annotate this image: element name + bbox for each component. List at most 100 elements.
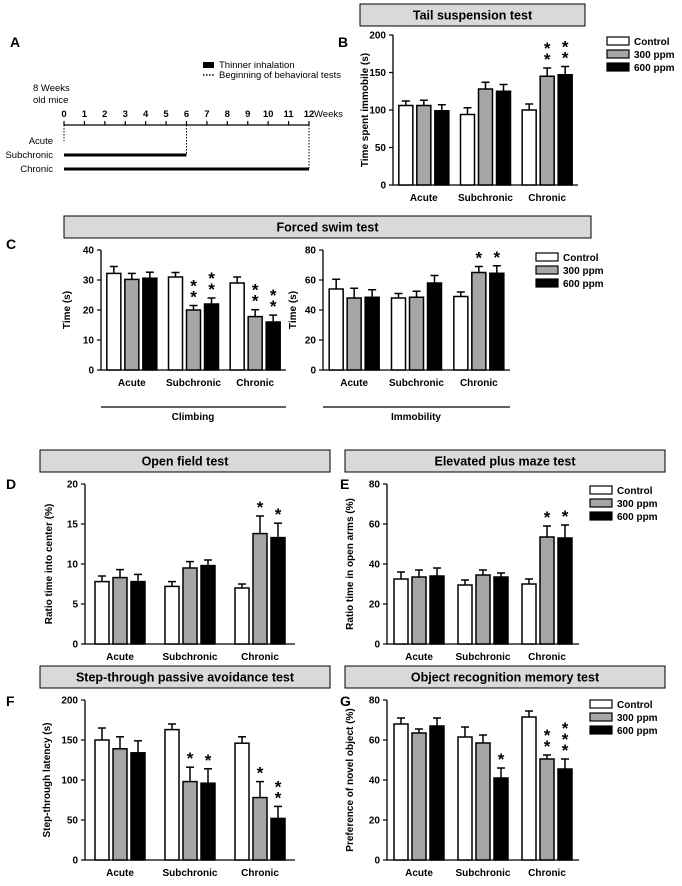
y-axis-label-D: Ratio time into center (%)	[44, 504, 55, 625]
bar-C2-Subchronic-Control	[390, 297, 407, 371]
y-axis-label-C2: Time (s)	[288, 291, 299, 329]
bar-E-Acute-300ppm	[411, 576, 427, 645]
panel-label-F: F	[6, 693, 15, 709]
x-tick-label-G-Acute: Acute	[405, 868, 433, 879]
x-tick-label-D-Subchronic: Subchronic	[162, 652, 217, 663]
bar-E-Acute-600ppm	[429, 575, 445, 645]
y-tick-label-G-40: 40	[369, 776, 381, 787]
significance-star-C1-1-2: *	[208, 280, 215, 299]
bar-F-Subchronic-300ppm	[182, 780, 198, 861]
bar-E-Subchronic-600ppm	[493, 576, 509, 645]
bar-C1-Chronic-600ppm	[265, 321, 281, 371]
panel-label-A: A	[10, 34, 20, 50]
y-tick-label-D-20: 20	[67, 480, 79, 491]
bar-C1-Acute-Control	[106, 272, 122, 371]
timeline-tick-label-3: 3	[123, 109, 128, 120]
bar-C2-Subchronic-300ppm	[408, 296, 425, 371]
significance-star-F-2-2: *	[275, 777, 282, 796]
timeline-legend-inhalation: Thinner inhalation	[219, 60, 295, 71]
timeline-tick-label-2: 2	[102, 109, 107, 120]
legend-E-label-2: 600 ppm	[617, 512, 658, 523]
significance-star-C1-2-1: *	[252, 281, 259, 300]
y-tick-label-D-0: 0	[72, 640, 78, 651]
y-axis-label-G: Preference of novel object (%)	[345, 708, 356, 851]
y-tick-label-G-0: 0	[374, 856, 380, 867]
bar-C2-Chronic-600ppm	[489, 272, 505, 371]
timeline-legend-behavior: Beginning of behavioral tests	[219, 70, 341, 81]
y-tick-label-C1-10: 10	[83, 336, 95, 347]
title-D: Open field test	[142, 455, 230, 469]
bar-E-Subchronic-Control	[457, 584, 473, 645]
bar-G-Acute-Control	[393, 723, 409, 861]
title-C-box	[63, 215, 592, 239]
bar-C1-Acute-600ppm	[142, 277, 158, 371]
x-tick-label-D-Acute: Acute	[106, 652, 134, 663]
legend-C-swatch-2	[535, 278, 559, 288]
bar-C2-Acute-300ppm	[346, 297, 362, 371]
y-tick-label-F-0: 0	[72, 856, 78, 867]
bar-C1-Subchronic-300ppm	[185, 309, 202, 371]
significance-star-G-2-1: *	[544, 737, 551, 756]
bar-D-Subchronic-Control	[164, 585, 180, 645]
timeline-unit: Weeks	[314, 109, 343, 120]
bar-D-Acute-600ppm	[130, 580, 146, 645]
bar-E-Chronic-600ppm	[557, 537, 573, 645]
timeline-tick-label-1: 1	[82, 109, 88, 120]
title-E-box	[344, 449, 666, 473]
legend-B-swatch-0	[606, 36, 630, 46]
y-tick-label-E-20: 20	[369, 600, 381, 611]
legend-B-swatch-2	[606, 62, 630, 72]
timeline-tick-label-6: 6	[184, 109, 189, 120]
bar-F-Acute-300ppm	[112, 748, 128, 861]
y-tick-label-C1-0: 0	[88, 366, 94, 377]
significance-star-B-2-1: *	[544, 50, 551, 69]
y-tick-label-E-40: 40	[369, 560, 381, 571]
bar-G-Chronic-600ppm	[557, 768, 573, 861]
significance-star-F-2-2: *	[275, 788, 282, 807]
significance-star-F-1-1: *	[187, 749, 194, 768]
significance-star-F-2-1: *	[257, 764, 264, 783]
x-tick-label-E-Subchronic: Subchronic	[455, 652, 510, 663]
bar-D-Subchronic-300ppm	[182, 567, 198, 645]
bar-B-Subchronic-600ppm	[495, 90, 512, 186]
bar-E-Chronic-Control	[521, 583, 537, 645]
y-tick-label-C2-40: 40	[305, 306, 317, 317]
panel-label-C: C	[6, 236, 16, 252]
bar-G-Acute-600ppm	[429, 725, 445, 861]
significance-star-C1-2-2: *	[270, 297, 277, 316]
group-label-C1: Climbing	[172, 412, 215, 423]
y-tick-label-C2-20: 20	[305, 336, 317, 347]
y-tick-label-G-20: 20	[369, 816, 381, 827]
y-tick-label-E-0: 0	[374, 640, 380, 651]
significance-star-C1-1-1: *	[190, 288, 197, 307]
bar-F-Chronic-600ppm	[270, 817, 286, 861]
x-tick-label-E-Chronic: Chronic	[528, 652, 566, 663]
y-tick-label-B-100: 100	[369, 106, 386, 117]
bar-B-Acute-300ppm	[416, 104, 432, 186]
bar-G-Chronic-300ppm	[539, 758, 555, 861]
significance-star-G-1-2: *	[498, 750, 505, 769]
y-tick-label-D-15: 15	[67, 520, 79, 531]
legend-G-label-0: Control	[617, 700, 653, 711]
bar-B-Subchronic-300ppm	[477, 88, 494, 186]
bar-B-Subchronic-Control	[459, 113, 476, 186]
significance-star-D-2-2: *	[275, 505, 282, 524]
significance-star-E-2-1: *	[544, 508, 551, 527]
legend-C-label-1: 300 ppm	[563, 266, 604, 277]
bar-B-Chronic-Control	[521, 109, 537, 186]
bar-B-Chronic-600ppm	[557, 74, 573, 186]
legend-E-swatch-0	[589, 485, 613, 495]
y-tick-label-G-60: 60	[369, 736, 381, 747]
y-tick-label-F-200: 200	[61, 696, 78, 707]
y-tick-label-C2-0: 0	[310, 366, 316, 377]
significance-star-B-2-1: *	[544, 39, 551, 58]
bar-F-Subchronic-Control	[164, 728, 180, 861]
significance-star-E-2-2: *	[562, 507, 569, 526]
title-G-box	[344, 665, 666, 689]
significance-star-C1-1-2: *	[208, 269, 215, 288]
x-tick-label-C2-Subchronic: Subchronic	[389, 378, 444, 389]
legend-G-label-1: 300 ppm	[617, 713, 658, 724]
y-axis-label-F: Step-through latency (s)	[42, 722, 53, 837]
x-tick-label-C2-Acute: Acute	[340, 378, 368, 389]
x-tick-label-D-Chronic: Chronic	[241, 652, 279, 663]
